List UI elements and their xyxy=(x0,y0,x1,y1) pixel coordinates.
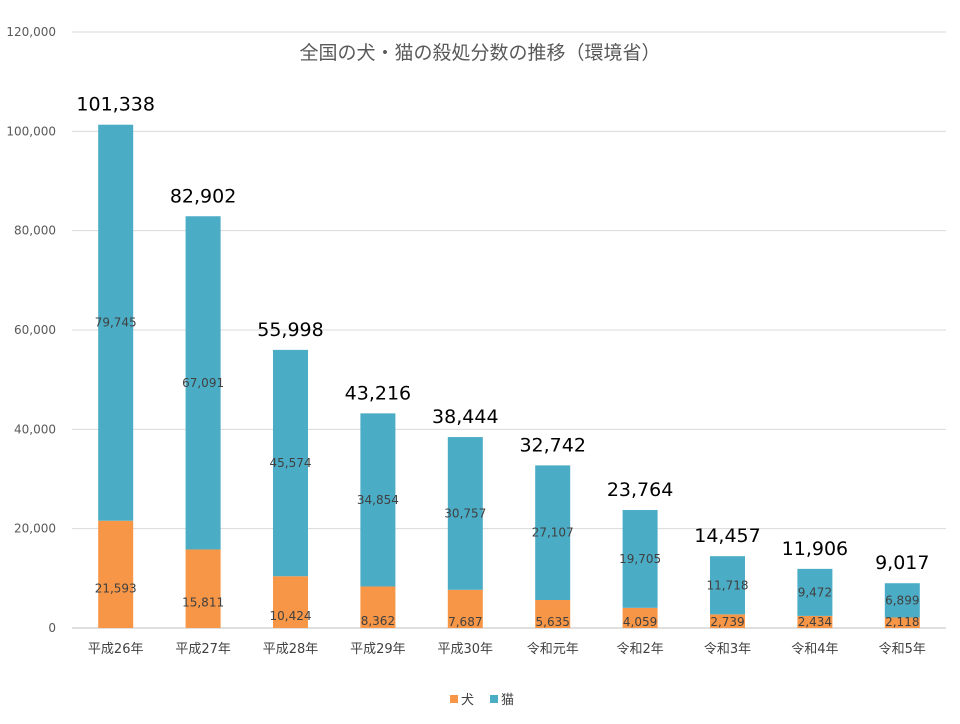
bar-segment-dog xyxy=(98,520,134,628)
bar-segment-dog xyxy=(884,617,920,628)
data-label-dog: 21,593 xyxy=(95,581,137,595)
bar-segment-cat xyxy=(447,437,483,590)
data-label-cat: 67,091 xyxy=(182,376,224,390)
x-tick-label: 平成29年 xyxy=(350,642,406,657)
data-label-cat: 30,757 xyxy=(444,506,486,520)
data-label-dog: 7,687 xyxy=(448,615,482,629)
y-axis-ticks: 0 20,000 40,000 60,000 80,000 100,000 120,000 xyxy=(6,25,56,635)
data-label-cat: 19,705 xyxy=(619,552,661,566)
bar-segment-dog xyxy=(185,549,221,628)
legend: 犬猫 xyxy=(450,693,514,708)
data-label-dog: 2,118 xyxy=(885,615,919,629)
x-tick-label: 令和3年 xyxy=(704,642,751,657)
y-tick-label: 120,000 xyxy=(6,25,56,39)
y-tick-label: 40,000 xyxy=(14,422,56,436)
bar-segment-cat xyxy=(273,349,308,577)
total-label: 14,457 xyxy=(694,525,760,547)
data-label-cat: 45,574 xyxy=(270,456,312,470)
data-label-cat: 34,854 xyxy=(357,493,399,507)
bar-segment-cat xyxy=(98,124,134,521)
legend-swatch-cat xyxy=(490,695,498,703)
chart-title: 全国の犬・猫の殺処分数の推移（環境省） xyxy=(299,42,660,64)
data-label-dog: 8,362 xyxy=(361,614,395,628)
x-tick-label: 令和元年 xyxy=(527,642,579,657)
x-tick-label: 平成27年 xyxy=(175,642,231,657)
bar-segment-dog xyxy=(535,600,571,628)
data-label-dog: 10,424 xyxy=(270,609,312,623)
bar-segment-dog xyxy=(447,589,483,628)
total-label: 82,902 xyxy=(170,185,236,207)
total-label: 11,906 xyxy=(782,538,848,560)
bar-segment-dog xyxy=(797,615,833,628)
data-label-dog: 15,811 xyxy=(182,596,224,610)
data-label-dog: 4,059 xyxy=(623,615,657,629)
total-label: 43,216 xyxy=(345,382,411,404)
y-tick-label: 80,000 xyxy=(14,224,56,238)
bar-segment-cat xyxy=(622,509,658,608)
legend-label-cat: 猫 xyxy=(501,693,514,708)
bar-segment-dog xyxy=(710,614,745,628)
x-tick-label: 平成30年 xyxy=(438,642,494,657)
data-label-cat: 79,745 xyxy=(95,316,137,330)
x-axis-ticks: 平成26年 平成27年 平成28年 平成29年 平成30年 令和元年 令和2年 令和3年 令和4… xyxy=(88,642,926,657)
data-labels: 21,593 79,745 101,338 15,811 67,091 82,902 10,… xyxy=(76,94,929,629)
y-tick-label: 60,000 xyxy=(14,323,56,337)
y-tick-label: 100,000 xyxy=(6,124,56,138)
x-tick-label: 平成28年 xyxy=(263,642,319,657)
legend-swatch-dog xyxy=(450,695,458,703)
bar-segment-cat xyxy=(535,465,571,601)
bar-segment-cat xyxy=(710,556,745,615)
bars xyxy=(98,124,920,628)
total-label: 38,444 xyxy=(432,406,498,428)
x-tick-label: 令和4年 xyxy=(791,642,838,657)
bar-segment-cat xyxy=(360,413,396,587)
total-label: 101,338 xyxy=(76,94,155,116)
x-tick-label: 令和2年 xyxy=(616,642,663,657)
bar-segment-dog xyxy=(622,607,658,628)
data-label-cat: 27,107 xyxy=(532,526,574,540)
data-label-dog: 2,739 xyxy=(710,615,744,629)
data-label-cat: 9,472 xyxy=(798,585,832,599)
x-tick-label: 平成26年 xyxy=(88,642,144,657)
bar-segment-dog xyxy=(273,576,308,628)
y-tick-label: 20,000 xyxy=(14,522,56,536)
data-label-cat: 6,899 xyxy=(885,593,919,607)
total-label: 32,742 xyxy=(519,434,585,456)
total-label: 9,017 xyxy=(875,552,929,574)
total-label: 23,764 xyxy=(607,479,673,501)
x-tick-label: 令和5年 xyxy=(879,642,926,657)
data-label-dog: 2,434 xyxy=(798,615,832,629)
total-label: 55,998 xyxy=(257,319,323,341)
bar-segment-cat xyxy=(185,216,221,550)
bar-segment-dog xyxy=(360,586,396,628)
bar-segment-cat xyxy=(797,568,833,616)
data-label-dog: 5,635 xyxy=(536,615,570,629)
data-label-cat: 11,718 xyxy=(707,578,749,592)
legend-label-dog: 犬 xyxy=(461,693,474,708)
bar-segment-cat xyxy=(884,583,920,618)
y-tick-label: 0 xyxy=(48,621,56,635)
